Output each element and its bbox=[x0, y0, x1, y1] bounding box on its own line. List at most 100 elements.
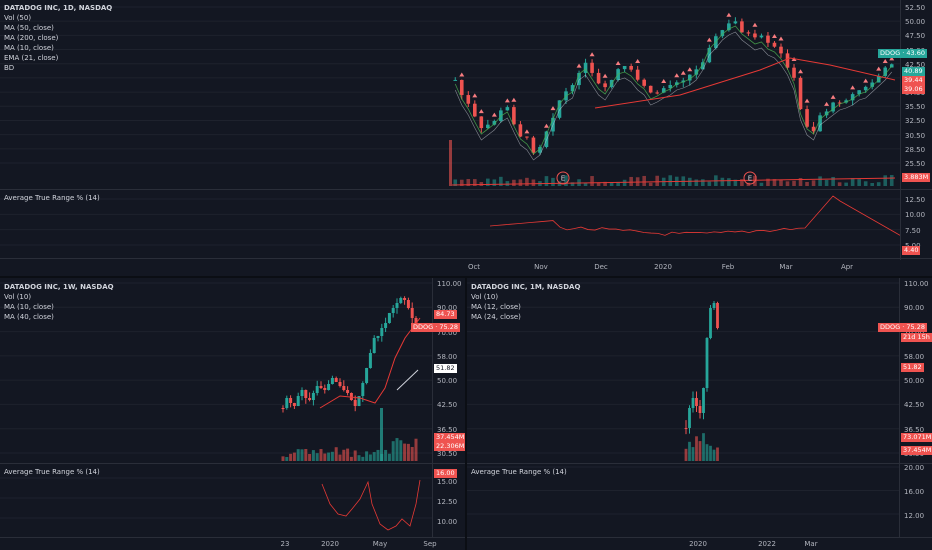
candle-body bbox=[850, 94, 855, 101]
volume-bar bbox=[414, 438, 418, 461]
top-legend-ma200[interactable]: MA (200, close) bbox=[4, 34, 59, 42]
candle-body bbox=[361, 383, 365, 396]
top-legend-ma10[interactable]: MA (10, close) bbox=[4, 44, 54, 52]
x-tick-label: 23 bbox=[280, 540, 290, 548]
volume-bar bbox=[603, 181, 607, 186]
top-symbol-price-tag: DDOG · 43.60 bbox=[878, 49, 927, 58]
bl-tag-price: 75.28 bbox=[439, 323, 458, 331]
volume-bar bbox=[410, 446, 414, 461]
volume-bar bbox=[330, 451, 334, 461]
candle-body bbox=[391, 308, 395, 313]
top-legend-ma50[interactable]: MA (50, close) bbox=[4, 24, 54, 32]
candle-body bbox=[695, 398, 698, 406]
candle-body bbox=[315, 386, 319, 393]
volume-bar bbox=[648, 182, 653, 186]
bd-marker bbox=[778, 36, 784, 41]
bl-legend-vol[interactable]: Vol (10) bbox=[4, 293, 32, 301]
br-legend-vol[interactable]: Vol (10) bbox=[471, 293, 499, 301]
candle-body bbox=[698, 406, 702, 413]
top-legend-ema21[interactable]: EMA (21, close) bbox=[4, 54, 59, 62]
candle-body bbox=[876, 75, 881, 83]
volume-bar bbox=[684, 448, 688, 461]
br-legend-ma12[interactable]: MA (12, close) bbox=[471, 303, 521, 311]
candle-body bbox=[292, 403, 296, 406]
candle-body bbox=[583, 62, 588, 73]
br-tag-ma: 51.82 bbox=[901, 363, 924, 372]
y-tick-label: 58.00 bbox=[437, 352, 458, 361]
volume-bar bbox=[334, 447, 338, 461]
candle-body bbox=[805, 109, 809, 127]
bl-atr-label[interactable]: Average True Range % (14) bbox=[4, 468, 100, 476]
top-atr-legend: Average True Range % (14) bbox=[4, 193, 100, 203]
y-tick-label: 52.50 bbox=[905, 4, 926, 12]
candle-body bbox=[635, 69, 640, 80]
top-atr-label[interactable]: Average True Range % (14) bbox=[4, 194, 100, 202]
ma200-line bbox=[594, 57, 896, 109]
br-price-chart[interactable] bbox=[467, 278, 899, 463]
top-atr-chart[interactable] bbox=[0, 191, 900, 257]
candle-body bbox=[688, 408, 691, 428]
candle-body bbox=[492, 121, 497, 125]
candle-body bbox=[740, 21, 744, 33]
y-tick-label: 30.50 bbox=[437, 450, 458, 458]
volume-bar bbox=[399, 440, 403, 461]
bl-legend-ma10[interactable]: MA (10, close) bbox=[4, 303, 54, 311]
volume-bar bbox=[811, 180, 816, 186]
volume-bar bbox=[716, 447, 719, 461]
bl-symbol-title[interactable]: DATADOG INC, 1W, NASDAQ bbox=[4, 283, 114, 291]
bl-price-chart[interactable] bbox=[0, 278, 432, 463]
bd-marker bbox=[674, 73, 680, 78]
candle-body bbox=[684, 428, 688, 429]
bl-atr-legend: Average True Range % (14) bbox=[4, 467, 100, 477]
x-tick-label: Apr bbox=[840, 263, 854, 271]
bd-marker bbox=[680, 70, 686, 75]
br-atr-chart[interactable] bbox=[467, 464, 899, 536]
candle-body bbox=[289, 398, 293, 403]
br-atr-separator[interactable] bbox=[467, 463, 932, 464]
top-symbol-title[interactable]: DATADOG INC, 1D, NASDAQ bbox=[4, 4, 113, 12]
x-tick-label: Mar bbox=[804, 540, 818, 548]
volume-bar bbox=[687, 177, 692, 186]
top-legend-vol[interactable]: Vol (50) bbox=[4, 14, 32, 22]
candle-body bbox=[746, 32, 751, 34]
y-tick-label: 50.00 bbox=[437, 377, 458, 386]
candle-body bbox=[384, 323, 388, 328]
y-tick-label: 70.00 bbox=[904, 329, 924, 337]
bl-atr-separator[interactable] bbox=[0, 463, 465, 464]
volume-bar bbox=[863, 181, 868, 186]
candle-body bbox=[818, 115, 822, 132]
top-tag-ma2: 39.44 bbox=[902, 76, 925, 85]
volume-bar bbox=[707, 181, 712, 186]
bl-legend-ma40[interactable]: MA (40, close) bbox=[4, 313, 54, 321]
candle-body bbox=[889, 64, 894, 68]
y-tick-label: 30.50 bbox=[905, 131, 926, 140]
top-atr-separator[interactable] bbox=[0, 189, 932, 190]
ma-line bbox=[319, 317, 421, 409]
y-tick-label: 36.50 bbox=[904, 425, 925, 434]
volume-bar bbox=[300, 449, 304, 461]
candle-body bbox=[281, 408, 285, 409]
volume-bar bbox=[705, 444, 709, 461]
candle-body bbox=[479, 116, 484, 129]
volume-bar bbox=[304, 449, 308, 461]
br-atr-label[interactable]: Average True Range % (14) bbox=[471, 468, 567, 476]
volume-bar bbox=[668, 175, 673, 186]
bl-atr-chart[interactable] bbox=[0, 464, 432, 536]
pane-divider[interactable] bbox=[465, 278, 467, 550]
candle-body bbox=[857, 90, 861, 95]
volume-bar bbox=[308, 453, 312, 461]
br-symbol-title[interactable]: DATADOG INC, 1M, NASDAQ bbox=[471, 283, 581, 291]
volume-bar bbox=[296, 449, 300, 461]
volume-bar bbox=[655, 175, 660, 186]
top-legend-bd[interactable]: BD bbox=[4, 64, 15, 72]
bd-marker bbox=[543, 123, 549, 128]
volume-bar bbox=[698, 441, 702, 461]
br-legend-ma24[interactable]: MA (24, close) bbox=[471, 313, 521, 321]
volume-bar bbox=[694, 179, 699, 186]
bl-tag-ma1: 84.73 bbox=[434, 310, 457, 319]
bd-marker bbox=[550, 106, 556, 111]
x-tick-label: Oct bbox=[467, 263, 481, 271]
y-tick-label: 70.00 bbox=[437, 328, 458, 337]
volume-bar bbox=[733, 179, 738, 186]
